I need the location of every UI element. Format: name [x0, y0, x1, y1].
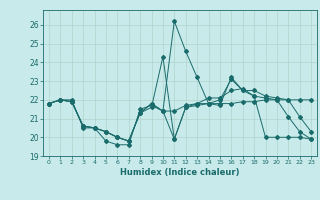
- X-axis label: Humidex (Indice chaleur): Humidex (Indice chaleur): [120, 168, 240, 177]
